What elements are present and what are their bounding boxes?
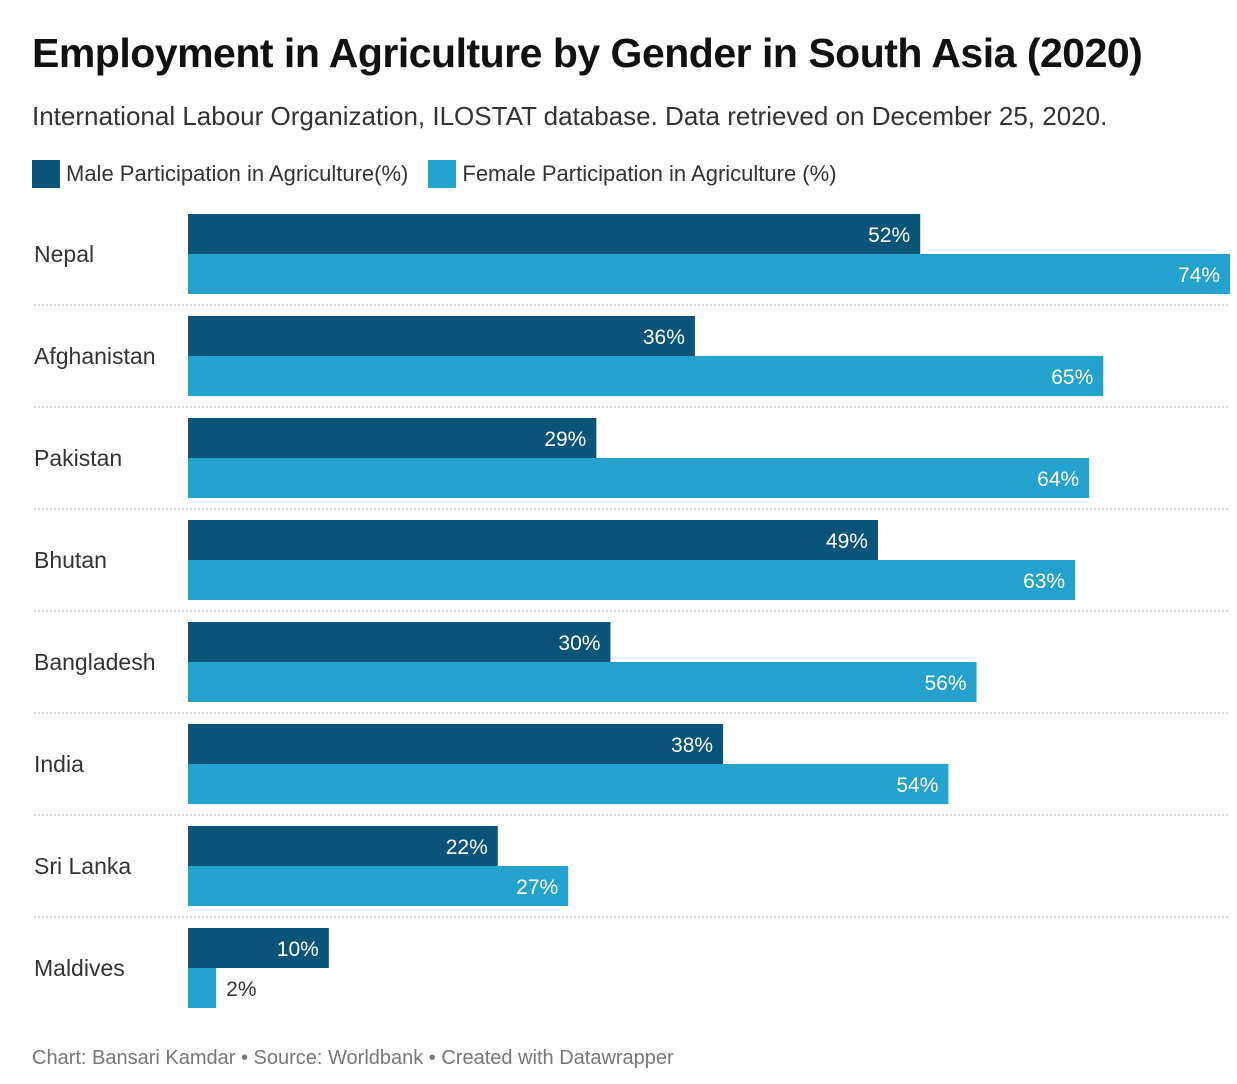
value-label-male-pakistan: 29% <box>544 428 586 451</box>
bar-male-maldives <box>188 928 329 968</box>
legend-item-female: Female Participation in Agriculture (%) <box>428 160 837 188</box>
value-label-female-maldives: 2% <box>226 978 256 1001</box>
bar-female-afghanistan <box>188 356 1104 396</box>
bar-female-bhutan <box>188 560 1076 600</box>
legend-label-male: Male Participation in Agriculture(%) <box>66 161 409 186</box>
bar-male-nepal <box>188 214 921 254</box>
value-label-male-maldives: 10% <box>277 938 319 961</box>
value-label-male-india: 38% <box>671 734 713 757</box>
legend-swatch-male <box>32 160 60 188</box>
category-label-bangladesh: Bangladesh <box>34 649 156 675</box>
chart-footer: Chart: Bansari Kamdar • Source: Worldban… <box>32 1047 674 1069</box>
bar-female-nepal <box>188 254 1230 294</box>
legend-label-female: Female Participation in Agriculture (%) <box>462 161 837 186</box>
bar-male-sri-lanka <box>188 826 498 866</box>
chart-subtitle: International Labour Organization, ILOST… <box>32 101 1108 131</box>
bar-female-bangladesh <box>188 662 977 702</box>
chart-title: Employment in Agriculture by Gender in S… <box>32 30 1143 76</box>
category-label-bhutan: Bhutan <box>34 547 107 573</box>
bar-female-sri-lanka <box>188 866 569 906</box>
value-label-female-bhutan: 63% <box>1023 570 1065 593</box>
bar-female-maldives <box>188 968 217 1008</box>
legend-swatch-female <box>428 160 457 188</box>
value-label-male-nepal: 52% <box>868 224 910 247</box>
value-label-male-afghanistan: 36% <box>643 326 685 349</box>
bar-male-bhutan <box>188 520 878 560</box>
value-label-female-bangladesh: 56% <box>925 672 967 695</box>
legend-item-male: Male Participation in Agriculture(%) <box>32 160 408 188</box>
value-label-female-sri-lanka: 27% <box>516 876 558 899</box>
value-label-male-bhutan: 49% <box>826 530 868 553</box>
value-label-male-sri-lanka: 22% <box>446 836 488 859</box>
category-label-afghanistan: Afghanistan <box>34 343 155 369</box>
bar-female-pakistan <box>188 458 1090 498</box>
legend: Male Participation in Agriculture(%) Fem… <box>32 160 857 188</box>
category-label-pakistan: Pakistan <box>34 445 122 471</box>
bar-female-india <box>188 764 949 804</box>
value-label-male-bangladesh: 30% <box>558 632 600 655</box>
bar-male-pakistan <box>188 418 597 458</box>
value-label-female-india: 54% <box>896 774 938 797</box>
bar-male-afghanistan <box>188 316 695 356</box>
value-label-female-afghanistan: 65% <box>1051 366 1093 389</box>
value-label-female-nepal: 74% <box>1178 264 1220 287</box>
category-label-maldives: Maldives <box>34 955 125 981</box>
bar-chart: Nepal 52% 74% Afghanistan 36% 65% Pakistan 29% 6… <box>34 214 1230 1008</box>
category-label-sri-lanka: Sri Lanka <box>34 853 131 879</box>
category-label-india: India <box>34 751 84 777</box>
category-label-nepal: Nepal <box>34 241 94 267</box>
bar-male-bangladesh <box>188 622 611 662</box>
value-label-female-pakistan: 64% <box>1037 468 1079 491</box>
bar-male-india <box>188 724 724 764</box>
